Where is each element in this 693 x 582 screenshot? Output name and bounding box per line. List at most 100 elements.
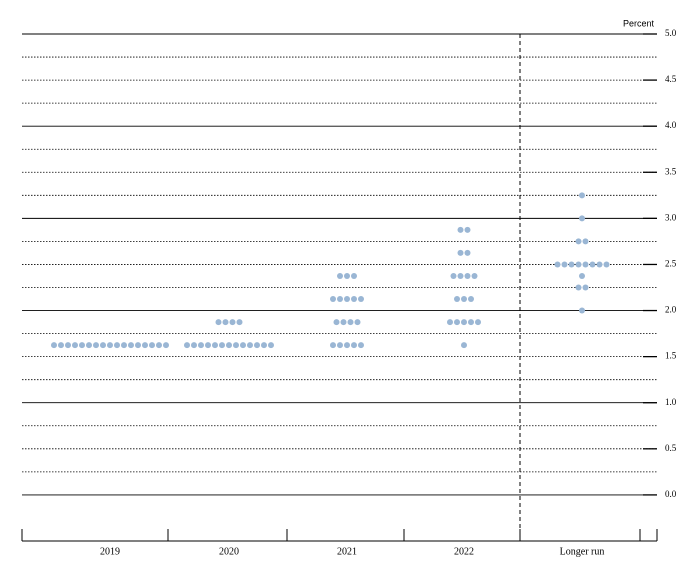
dot — [358, 342, 364, 349]
dot — [93, 342, 99, 349]
dot — [337, 296, 343, 303]
dot — [156, 342, 162, 349]
dot — [212, 342, 218, 349]
dot — [575, 284, 582, 291]
dot — [351, 342, 357, 349]
dot — [198, 342, 204, 349]
dot — [464, 226, 471, 233]
dot — [347, 319, 354, 326]
dot — [471, 272, 478, 279]
y-axis-label: Percent — [623, 18, 655, 28]
dot — [114, 342, 120, 349]
dot — [65, 342, 71, 349]
dot — [582, 284, 589, 291]
dot — [579, 215, 585, 222]
dot — [268, 342, 274, 349]
dot — [603, 261, 610, 268]
x-tick-label: 2019 — [100, 546, 120, 557]
dot — [330, 342, 336, 349]
dot — [337, 342, 343, 349]
dot — [464, 249, 471, 256]
dot — [579, 272, 585, 279]
dot — [247, 342, 253, 349]
y-tick-label: 4.0 — [665, 120, 677, 130]
dot — [240, 342, 246, 349]
dot — [468, 319, 474, 326]
dot — [330, 296, 336, 303]
dot — [163, 342, 169, 349]
dot — [100, 342, 106, 349]
dot — [579, 307, 585, 314]
dot — [142, 342, 148, 349]
x-tick-label: 2021 — [337, 546, 357, 557]
dot — [457, 226, 464, 233]
dot — [596, 261, 603, 268]
y-tick-label: 1.0 — [665, 397, 677, 407]
dot — [254, 342, 260, 349]
dot — [79, 342, 85, 349]
dot — [468, 296, 474, 303]
y-tick-label: 5.0 — [665, 28, 677, 38]
dot — [191, 342, 197, 349]
dot — [354, 319, 361, 326]
dot — [589, 261, 596, 268]
dot — [184, 342, 190, 349]
dot — [447, 319, 453, 326]
dot — [575, 238, 582, 245]
dot — [344, 272, 350, 279]
y-tick-label: 3.0 — [665, 212, 677, 222]
dot — [579, 192, 585, 199]
dot — [351, 272, 357, 279]
dot — [236, 319, 243, 326]
x-tick-label: 2020 — [219, 546, 239, 557]
dot — [344, 296, 350, 303]
y-tick-label: 3.5 — [665, 166, 677, 176]
dot — [135, 342, 141, 349]
dot — [233, 342, 239, 349]
dot — [344, 342, 350, 349]
y-tick-label: 4.5 — [665, 74, 677, 84]
dot — [575, 261, 582, 268]
dot — [149, 342, 155, 349]
dot — [222, 319, 229, 326]
y-tick-label: 0.0 — [665, 489, 677, 499]
dot — [226, 342, 232, 349]
dot — [464, 272, 471, 279]
dot — [72, 342, 78, 349]
dot — [457, 249, 464, 256]
dot — [351, 296, 357, 303]
dot — [205, 342, 211, 349]
dot — [128, 342, 134, 349]
y-tick-label: 0.5 — [665, 443, 677, 453]
dot — [229, 319, 236, 326]
dot — [461, 319, 467, 326]
dot — [358, 296, 364, 303]
dot — [582, 261, 589, 268]
x-tick-label: 2022 — [454, 546, 474, 557]
dot — [461, 342, 467, 349]
dot — [561, 261, 568, 268]
dot — [454, 319, 460, 326]
dot — [554, 261, 561, 268]
dot — [582, 238, 589, 245]
dot — [475, 319, 481, 326]
y-tick-label: 2.5 — [665, 259, 677, 269]
dot — [215, 319, 222, 326]
dot — [86, 342, 92, 349]
dot — [337, 272, 343, 279]
dot — [340, 319, 347, 326]
dot — [261, 342, 267, 349]
dot — [450, 272, 457, 279]
y-tick-label: 2.0 — [665, 305, 677, 315]
dot — [58, 342, 64, 349]
dot — [454, 296, 460, 303]
dot — [457, 272, 464, 279]
y-tick-label: 1.5 — [665, 351, 677, 361]
dot — [333, 319, 340, 326]
dot — [107, 342, 113, 349]
dot — [121, 342, 127, 349]
dot — [568, 261, 575, 268]
dot — [51, 342, 57, 349]
dot — [461, 296, 467, 303]
